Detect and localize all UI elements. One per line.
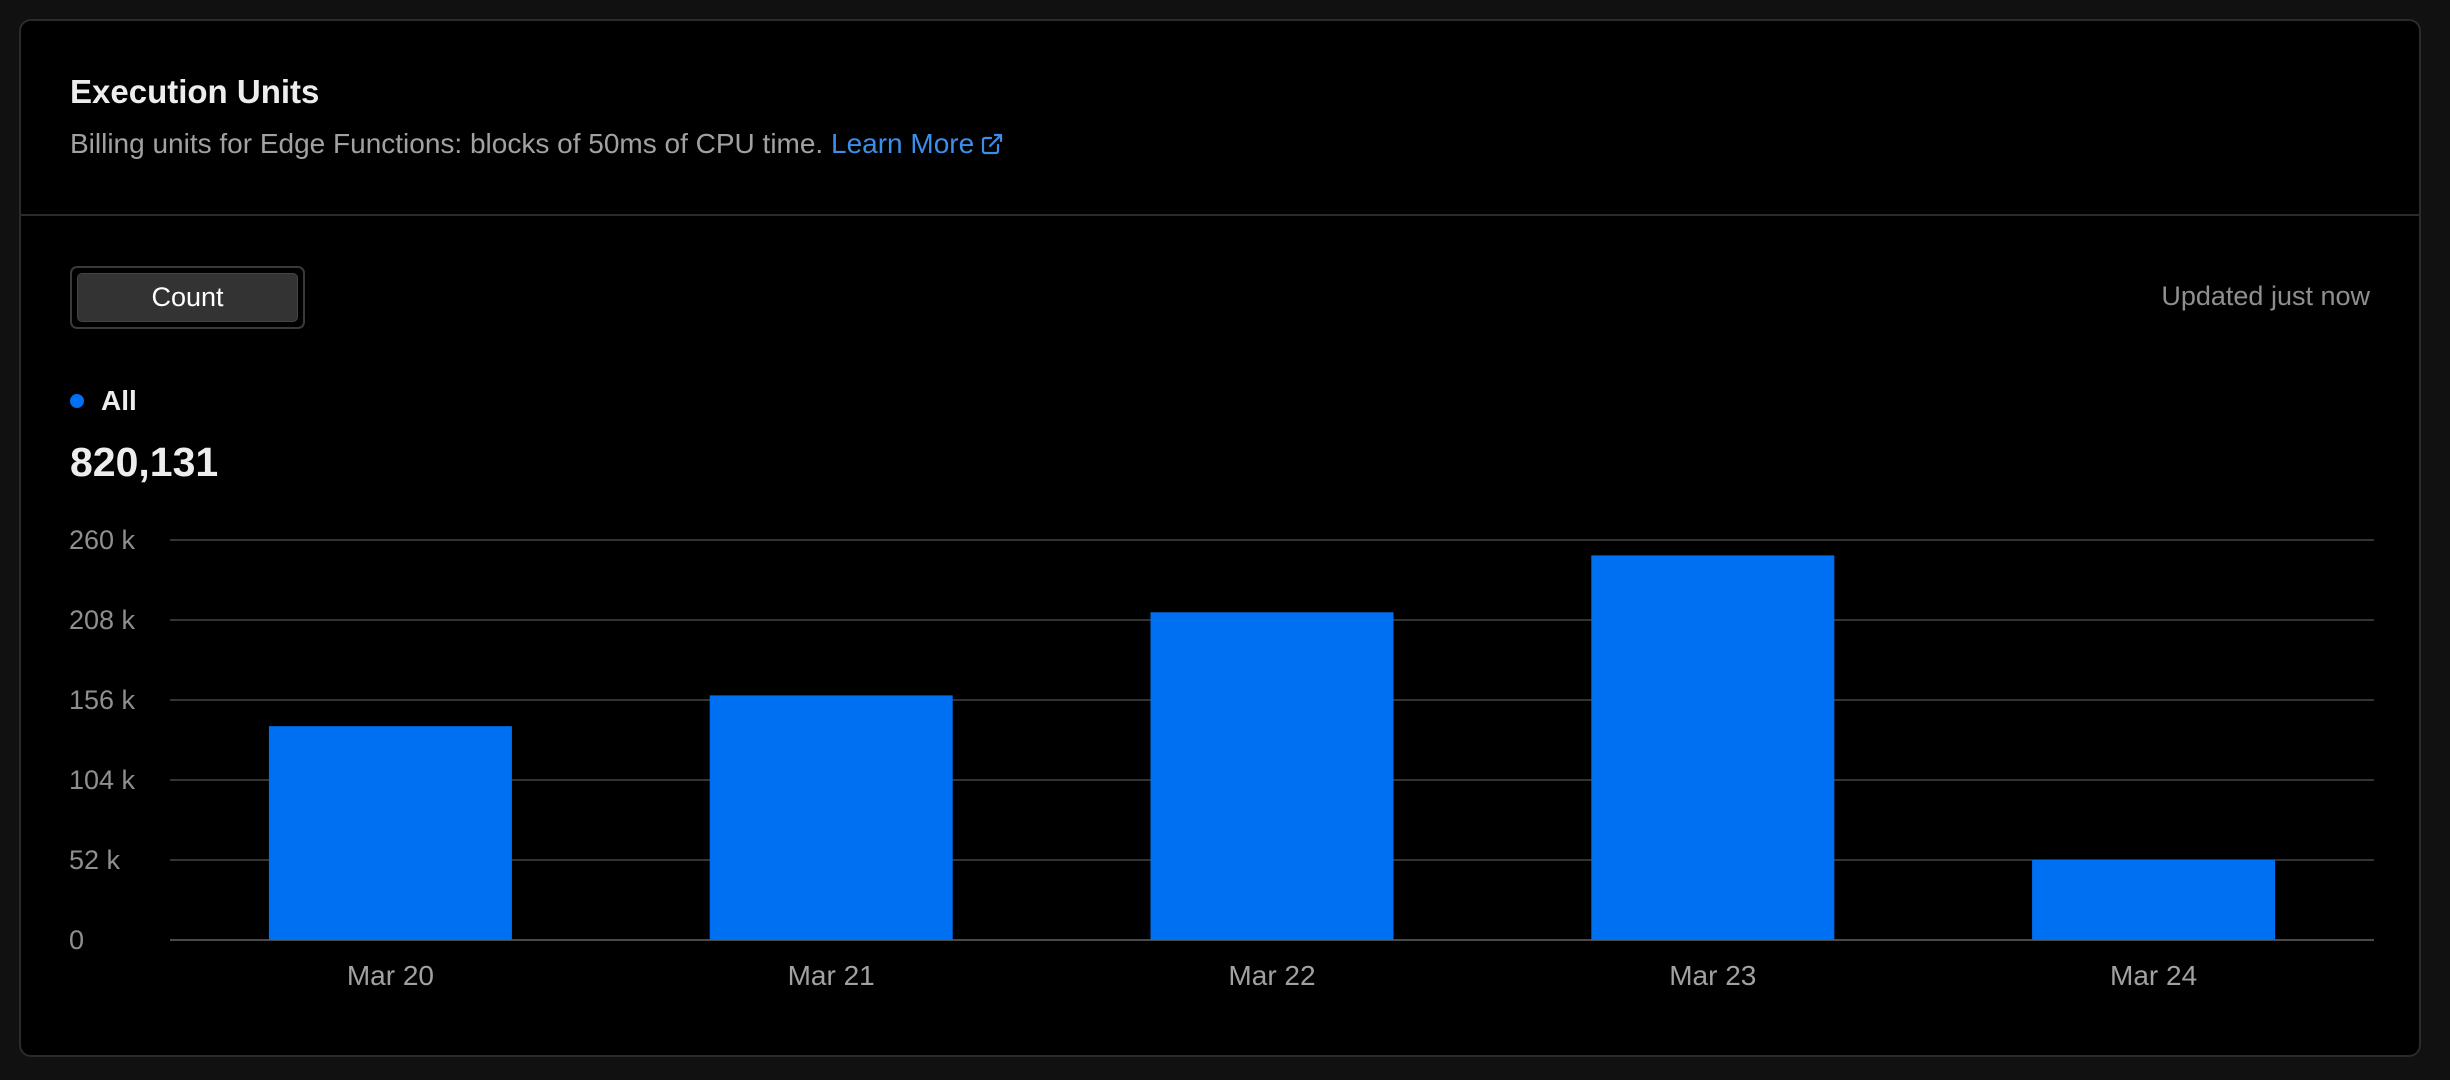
y-tick-label: 0 <box>69 925 84 955</box>
learn-more-label: Learn More <box>831 128 975 159</box>
metric-toggle: Count <box>70 266 305 329</box>
x-tick-label: Mar 22 <box>1228 960 1315 991</box>
y-tick-label: 156 k <box>69 685 136 715</box>
external-link-icon <box>982 133 1003 155</box>
x-tick-label: Mar 24 <box>2110 960 2197 991</box>
legend-dot-icon <box>70 394 84 408</box>
y-tick-label: 104 k <box>69 765 136 795</box>
bar[interactable] <box>1150 612 1394 940</box>
updated-status: Updated just now <box>2161 281 2370 311</box>
bar[interactable] <box>2032 860 2276 940</box>
x-tick-label: Mar 21 <box>788 960 875 991</box>
bar[interactable] <box>1591 555 1835 940</box>
card-subtitle: Billing units for Edge Functions: blocks… <box>70 128 1004 160</box>
y-tick-label: 260 k <box>69 525 136 555</box>
y-tick-label: 208 k <box>69 605 136 635</box>
x-tick-label: Mar 20 <box>347 960 434 991</box>
x-tick-label: Mar 23 <box>1669 960 1756 991</box>
card-header: Execution Units Billing units for Edge F… <box>21 21 2419 216</box>
total-value: 820,131 <box>70 439 219 485</box>
card-title: Execution Units <box>70 73 320 110</box>
subtitle-text: Billing units for Edge Functions: blocks… <box>70 128 824 159</box>
legend-item-all[interactable]: All <box>70 385 137 417</box>
y-tick-label: 52 k <box>69 845 121 875</box>
legend-label: All <box>101 385 137 416</box>
bar[interactable] <box>268 726 512 940</box>
bar[interactable] <box>709 695 953 940</box>
learn-more-link[interactable]: Learn More <box>831 128 1004 159</box>
count-button[interactable]: Count <box>77 273 298 322</box>
